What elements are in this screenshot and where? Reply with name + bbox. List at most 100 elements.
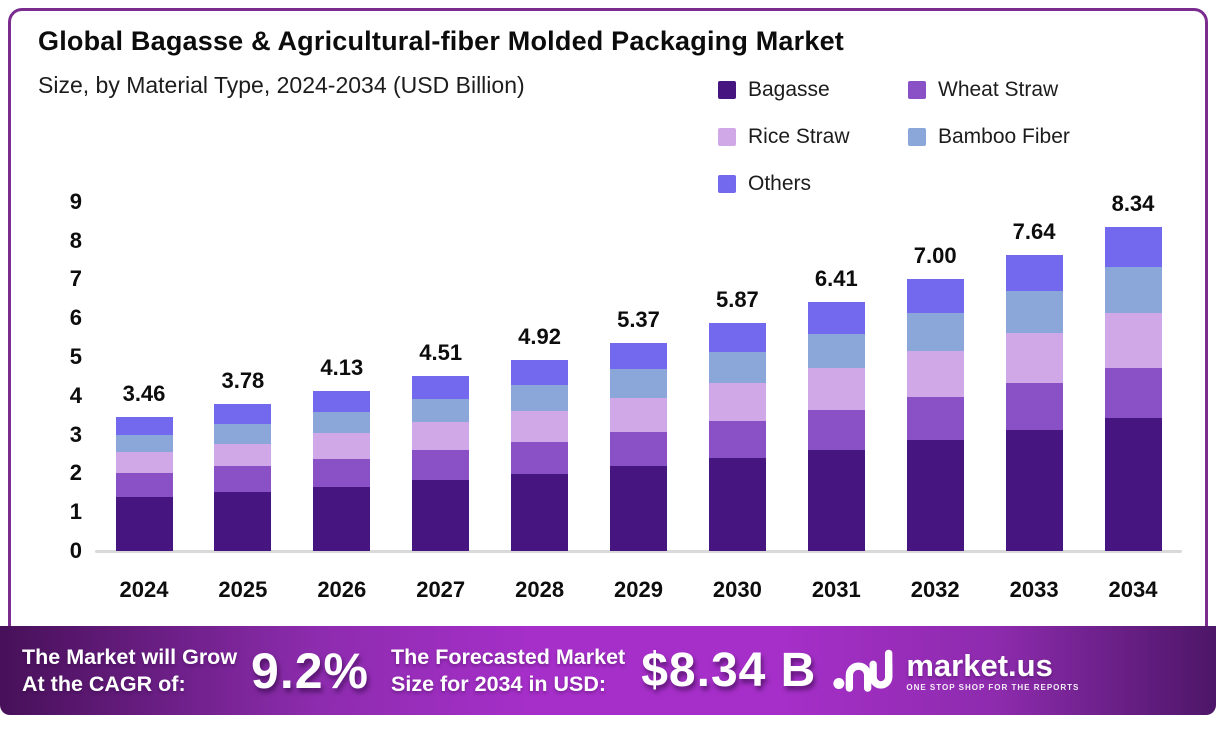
legend-swatch-icon [718,81,736,99]
stacked-bar [511,360,569,551]
bar-total-label: 5.37 [617,306,660,332]
bar-segment-bagasse [906,440,964,551]
market-us-wave-icon [832,639,896,702]
stacked-bar [115,416,173,551]
y-axis-label: 6 [69,305,82,331]
cagr-label-line1: The Market will Grow [22,645,238,670]
stacked-bar [906,279,964,551]
legend-item-rice-straw: Rice Straw [718,125,908,149]
y-axis-label: 3 [69,421,82,447]
legend-label: Wheat Straw [938,78,1059,101]
bar-segment-bamboo-fiber [807,333,865,369]
bar-segment-bagasse [214,492,272,551]
bar-segment-bagasse [1005,429,1063,551]
bar-segment-rice-straw [610,397,667,432]
bar-segment-others [1104,227,1162,267]
bar-segment-bagasse [610,466,667,551]
x-axis-label: 2029 [614,577,663,602]
bar-segment-bamboo-fiber [1104,266,1162,313]
x-axis-label: 2026 [317,577,367,602]
bar-segment-others [214,404,272,425]
bar-segment-wheat-straw [511,441,569,474]
bar-segment-others [807,302,865,334]
bar-segment-bagasse [1104,417,1162,551]
brand-logo: market.us ONE STOP SHOP FOR THE REPORTS [832,639,1079,702]
bar-segment-bagasse [511,473,569,551]
bar-segment-bamboo-fiber [115,434,173,453]
x-axis-baseline [95,550,1182,553]
bar-segment-rice-straw [906,351,964,397]
bar-total-label: 8.34 [1111,191,1155,217]
brand-tagline: ONE STOP SHOP FOR THE REPORTS [906,682,1080,692]
stacked-bar [1005,254,1063,551]
bar-segment-bagasse [115,497,173,551]
page-subtitle: Size, by Material Type, 2024-2034 (USD B… [38,72,525,98]
bar-total-label: 5.87 [715,287,759,313]
bar-segment-bamboo-fiber [1005,291,1063,333]
bar-segment-wheat-straw [708,420,766,458]
x-axis-label: 2032 [910,577,960,602]
bar-segment-others [115,416,173,435]
bar-segment-wheat-straw [313,458,371,487]
bar-segment-rice-straw [115,452,173,474]
bar-segment-rice-straw [214,443,272,467]
bar-segment-bamboo-fiber [412,398,470,423]
bar-total-label: 4.13 [320,354,364,380]
bar-segment-wheat-straw [807,409,865,450]
legend-label: Bamboo Fiber [938,125,1070,148]
chart-legend: Bagasse Wheat Straw Rice Straw Bamboo Fiber… [718,78,1070,196]
legend-item-others: Others [718,172,908,196]
footer-banner: The Market will Grow At the CAGR of: 9.2… [0,626,1216,715]
bar-segment-wheat-straw [610,431,667,467]
cagr-label-line2: At the CAGR of: [22,671,186,696]
bar-segment-bagasse [708,457,766,551]
bar-segment-rice-straw [807,368,865,410]
brand-name: market.us [906,647,1053,683]
cagr-label: The Market will Grow At the CAGR of: [22,644,237,696]
bar-segment-bagasse [412,479,470,551]
bar-segment-rice-straw [313,433,371,459]
brand-text: market.us ONE STOP SHOP FOR THE REPORTS [906,650,1079,692]
bar-segment-bamboo-fiber [610,369,667,398]
forecast-label-line1: The Forecasted Market [391,645,626,670]
bar-segment-bamboo-fiber [313,411,371,434]
x-axis-label: 2030 [712,577,762,602]
bar-segment-bamboo-fiber [906,313,964,352]
forecast-label-line2: Size for 2034 in USD: [391,671,607,696]
x-axis-label: 2034 [1108,577,1158,602]
y-axis-label: 8 [69,227,82,253]
stacked-bar [313,390,371,551]
bar-segment-others [610,342,667,370]
legend-label: Others [748,172,812,195]
bar-segment-bamboo-fiber [214,424,272,444]
y-axis-label: 0 [69,538,82,563]
legend-item-wheat-straw: Wheat Straw [908,78,1070,102]
bar-segment-others [1005,254,1063,292]
legend-item-bagasse: Bagasse [718,78,908,102]
bar-total-label: 3.46 [122,380,166,406]
forecast-value: $8.34 B [641,644,817,697]
stacked-bar [1104,227,1162,551]
y-axis-label: 1 [69,499,82,525]
bar-segment-others [412,376,470,399]
bar-segment-rice-straw [1104,312,1162,368]
stacked-bar [610,342,667,551]
bar-segment-wheat-straw [906,396,964,440]
y-axis-label: 2 [69,460,82,486]
y-axis-label: 4 [69,382,82,408]
bar-segment-rice-straw [412,422,470,451]
bar-segment-wheat-straw [115,473,173,498]
x-axis-label: 2031 [811,577,861,602]
page-title: Global Bagasse & Agricultural-fiber Mold… [38,26,844,56]
bar-total-label: 4.92 [518,324,561,350]
bar-segment-wheat-straw [214,466,272,493]
stacked-bar [214,404,272,551]
x-axis-label: 2024 [119,577,169,602]
x-axis-label: 2033 [1009,577,1059,602]
stacked-bar [807,302,865,551]
legend-label: Rice Straw [748,125,850,148]
forecast-label: The Forecasted Market Size for 2034 in U… [391,644,625,696]
y-axis-label: 5 [69,344,82,369]
